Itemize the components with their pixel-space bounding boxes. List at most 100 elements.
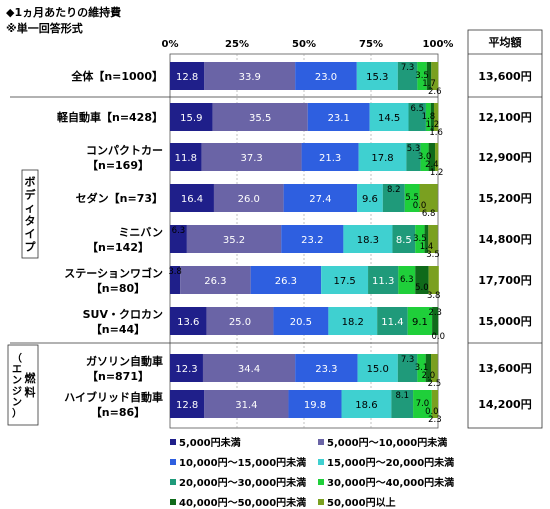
bar-data-label-small: 2.6 bbox=[428, 87, 442, 97]
bar-segment bbox=[201, 143, 302, 171]
bar-data-label-small: 6.8 bbox=[422, 209, 436, 219]
bar-segment bbox=[420, 143, 429, 171]
bar-segment bbox=[432, 307, 439, 335]
bar-segment bbox=[170, 62, 205, 90]
bar-data-label-small: 7.3 bbox=[401, 355, 415, 365]
legend-label: 5,000円～10,000円未満 bbox=[327, 438, 448, 449]
bar-segment bbox=[186, 225, 282, 253]
legend-label: 10,000円～15,000円未満 bbox=[179, 458, 307, 469]
group-label-body-char: タ bbox=[25, 215, 36, 228]
bar-segment bbox=[392, 225, 416, 253]
bar-data-label: 35.5 bbox=[249, 113, 271, 124]
category-label: ハイブリッド自動車 bbox=[64, 390, 163, 404]
bar-data-label-small: 3.1 bbox=[415, 363, 429, 373]
bar-segment bbox=[425, 103, 431, 131]
bar-data-label: 15.0 bbox=[367, 364, 389, 375]
bar-data-label: 11.8 bbox=[175, 153, 197, 164]
chart-subtitle: ※単一回答形式 bbox=[6, 22, 83, 35]
legend-swatch bbox=[170, 478, 176, 485]
bar-data-label: 27.4 bbox=[309, 194, 331, 205]
bar-data-label-small: 2.3 bbox=[428, 308, 442, 318]
bar-data-label: 11.3 bbox=[372, 276, 394, 287]
legend-swatch bbox=[170, 458, 176, 465]
bar-segment bbox=[369, 103, 409, 131]
x-tick-label: 0% bbox=[162, 39, 179, 50]
bar-data-label-small: 7.0 bbox=[416, 399, 430, 409]
x-tick-label: 100% bbox=[423, 39, 454, 50]
bar-segment bbox=[170, 143, 202, 171]
x-tick-label: 75% bbox=[359, 39, 383, 50]
group-label-body-box bbox=[21, 169, 39, 259]
bar-segment bbox=[431, 62, 439, 90]
avg-header: 平均額 bbox=[489, 35, 522, 49]
avg-value: 13,600円 bbox=[478, 70, 531, 83]
bar-data-label: 23.3 bbox=[315, 364, 337, 375]
bar-segment bbox=[397, 62, 418, 90]
legend-label: 15,000円～20,000円未満 bbox=[327, 458, 455, 469]
bar-data-label-small: 7.3 bbox=[401, 63, 415, 73]
bar-data-label-small: 1.6 bbox=[429, 128, 443, 138]
bar-data-label-small: 3.5 bbox=[426, 250, 440, 260]
bar-segment bbox=[341, 390, 392, 418]
legend-swatch bbox=[170, 438, 176, 445]
bar-data-label: 17.5 bbox=[333, 276, 355, 287]
bar-segment bbox=[397, 354, 418, 382]
legend-item-6: 40,000円～50,000円未満 bbox=[170, 494, 306, 509]
bar-data-label-small: 5.5 bbox=[405, 193, 419, 203]
bar-segment bbox=[419, 184, 438, 212]
avg-value: 15,000円 bbox=[478, 315, 531, 328]
bar-segment bbox=[180, 266, 251, 294]
bar-segment bbox=[391, 390, 414, 418]
bar-data-label: 15.3 bbox=[366, 72, 388, 83]
group-label-engine-char: 燃 bbox=[24, 371, 37, 385]
bar-data-label-small: 3.5 bbox=[413, 234, 427, 244]
bar-segment bbox=[288, 390, 342, 418]
bar-data-label: 15.9 bbox=[180, 113, 202, 124]
bar-segment bbox=[301, 143, 359, 171]
bar-data-label-small: 3.5 bbox=[415, 71, 429, 81]
bar-data-label: 17.8 bbox=[371, 153, 393, 164]
bar-data-label-small: 3.8 bbox=[427, 291, 441, 301]
legend-label: 50,000円以上 bbox=[327, 498, 396, 509]
legend-swatch bbox=[318, 478, 324, 485]
bar-segment bbox=[426, 62, 432, 90]
group-label-engine-char: 料 bbox=[25, 385, 36, 399]
bar-data-label: 23.1 bbox=[328, 113, 350, 124]
category-sample-size: 【n=142】 bbox=[87, 241, 149, 254]
bar-segment bbox=[212, 103, 308, 131]
bar-segment bbox=[430, 103, 434, 131]
bar-segment bbox=[377, 307, 408, 335]
group-label-engine-paren-char: （ bbox=[12, 352, 22, 365]
category-label: SUV・クロカン bbox=[83, 308, 163, 321]
bar-data-label: 26.3 bbox=[275, 276, 297, 287]
bar-data-label-small: 2.5 bbox=[428, 379, 442, 389]
group-label-engine-paren-char: ン bbox=[12, 398, 22, 409]
legend-item-2: 10,000円～15,000円未満 bbox=[170, 454, 306, 469]
bar-data-label: 12.8 bbox=[176, 72, 198, 83]
bar-segment bbox=[170, 225, 187, 253]
bar-data-label: 11.4 bbox=[381, 317, 403, 328]
bar-data-label-small: 6.3 bbox=[172, 226, 186, 236]
legend-item-0: 5,000円未満 bbox=[170, 434, 241, 449]
bar-data-label: 13.6 bbox=[177, 317, 199, 328]
legend-label: 5,000円未満 bbox=[179, 438, 241, 449]
category-label: ステーションワゴン bbox=[64, 266, 163, 280]
group-label-engine-box bbox=[7, 344, 39, 426]
avg-value: 15,200円 bbox=[478, 192, 531, 205]
legend-swatch bbox=[318, 498, 324, 505]
bar-segment bbox=[408, 103, 426, 131]
category-sample-size: 【n=169】 bbox=[87, 159, 149, 172]
bar-segment bbox=[368, 266, 399, 294]
category-sample-size: 【n=871】 bbox=[87, 370, 149, 383]
bar-data-label: 21.3 bbox=[319, 153, 341, 164]
group-label-engine-paren-char: ） bbox=[12, 407, 22, 420]
bar-data-label: 31.4 bbox=[235, 400, 257, 411]
bar-data-label: 12.8 bbox=[176, 400, 198, 411]
bar-segment bbox=[424, 225, 429, 253]
bar-segment bbox=[428, 225, 438, 253]
bar-segment bbox=[328, 307, 378, 335]
bar-data-label: 16.4 bbox=[181, 194, 203, 205]
bar-data-label: 25.0 bbox=[229, 317, 251, 328]
bar-segment bbox=[428, 266, 439, 294]
bar-segment bbox=[433, 103, 439, 131]
